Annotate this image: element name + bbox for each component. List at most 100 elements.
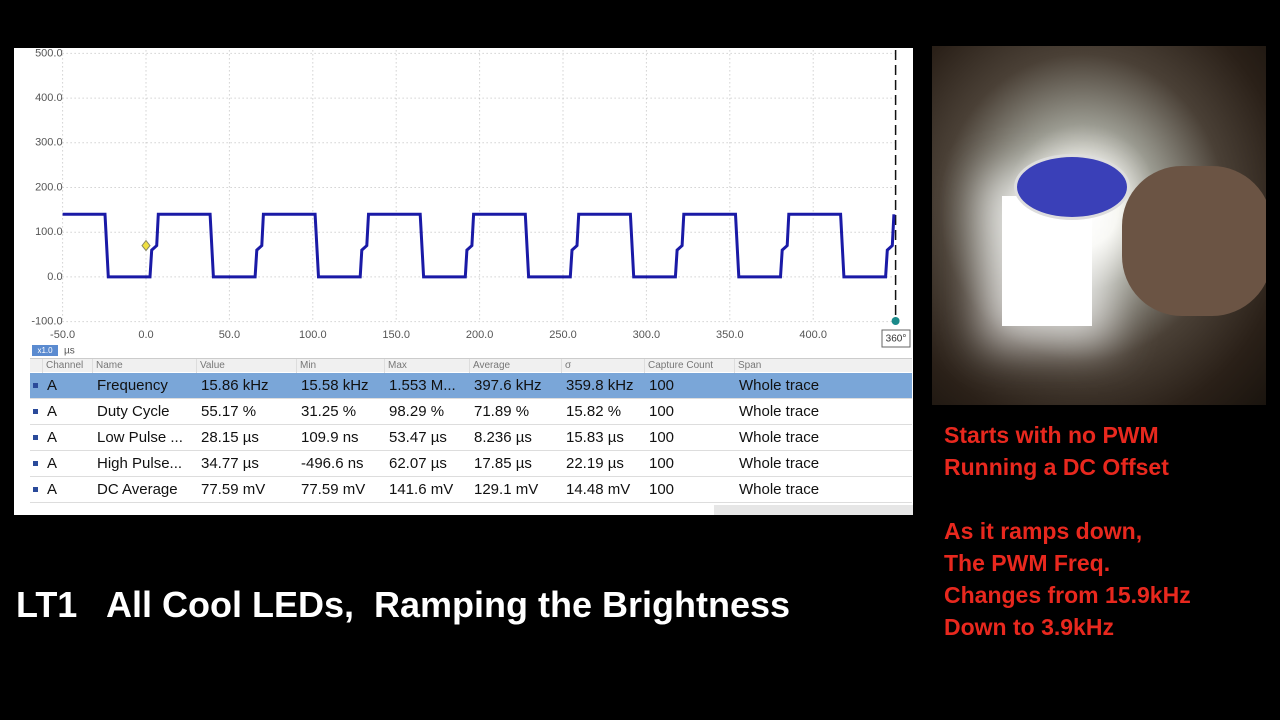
caption-title: LT1 All Cool LEDs, Ramping the Brightnes…	[16, 584, 791, 625]
table-cell: 31.25 %	[301, 403, 357, 420]
table-cell: DC Average	[97, 481, 178, 498]
x-tick-label: 150.0	[382, 329, 410, 341]
table-cell: 77.59 mV	[201, 481, 266, 498]
table-cell: 53.47 µs	[389, 429, 447, 446]
table-cell: 62.07 µs	[389, 455, 447, 472]
table-cell: 141.6 mV	[389, 481, 454, 498]
x-tick-label: 400.0	[799, 329, 827, 341]
column-header: Channel	[46, 360, 84, 371]
x-tick-label: 350.0	[716, 329, 744, 341]
table-cell: 28.15 µs	[201, 429, 259, 446]
column-header: Capture Count	[648, 360, 714, 371]
table-cell: -496.6 ns	[301, 455, 364, 472]
table-cell: Frequency	[97, 377, 168, 394]
x-tick-label: 200.0	[466, 329, 494, 341]
note-line: Down to 3.9kHz	[944, 614, 1114, 640]
column-header: Span	[738, 360, 762, 371]
column-header: Min	[300, 360, 317, 371]
video-photo	[932, 46, 1266, 405]
table-cell: 17.85 µs	[474, 455, 532, 472]
cursor-label-box	[881, 329, 911, 348]
table-cell: 15.86 kHz	[201, 377, 269, 394]
table-cell: 109.9 ns	[301, 429, 359, 446]
note-line: As it ramps down,	[944, 518, 1143, 544]
table-row	[30, 451, 912, 477]
table-cell: 15.58 kHz	[301, 377, 369, 394]
table-cell: 15.83 µs	[566, 429, 624, 446]
zoom-badge	[32, 345, 58, 356]
table-cell: High Pulse...	[97, 455, 183, 472]
table-cell: 100	[649, 403, 675, 420]
x-tick-label: 300.0	[633, 329, 661, 341]
table-cell: 14.48 mV	[566, 481, 631, 498]
zoom-label: x1.0	[37, 346, 53, 355]
status-strip	[714, 505, 913, 515]
table-cell: 55.17 %	[201, 403, 257, 420]
table-cell: 1.553 M...	[389, 377, 456, 394]
trigger-marker	[141, 239, 151, 252]
table-cell: A	[47, 481, 58, 498]
x-tick-label: 50.0	[219, 329, 240, 341]
y-tick-label: 400.0	[35, 92, 63, 104]
table-cell: 8.236 µs	[474, 429, 532, 446]
table-cell: 34.77 µs	[201, 455, 259, 472]
note-line: Starts with no PWM	[944, 422, 1159, 448]
table-cell: Whole trace	[739, 403, 820, 420]
table-row	[30, 373, 912, 399]
note-line: Running a DC Offset	[944, 454, 1169, 480]
table-cell: 129.1 mV	[474, 481, 539, 498]
row-marker	[33, 461, 38, 466]
table-cell: 397.6 kHz	[474, 377, 542, 394]
table-cell: Low Pulse ...	[97, 429, 183, 446]
table-cell: 15.82 %	[566, 403, 622, 420]
lens	[1014, 154, 1130, 220]
table-cell: A	[47, 377, 58, 394]
table-cell: Whole trace	[739, 429, 820, 446]
table-cell: A	[47, 403, 58, 420]
table-cell: 100	[649, 377, 675, 394]
row-marker	[33, 435, 38, 440]
note-line: The PWM Freq.	[944, 550, 1111, 576]
cursor-handle	[891, 317, 900, 325]
column-header: Max	[388, 360, 407, 371]
row-marker	[33, 487, 38, 492]
header-row	[30, 359, 912, 372]
y-tick-label: 200.0	[35, 181, 63, 193]
table-cell: 71.89 %	[474, 403, 530, 420]
column-header: Value	[200, 360, 225, 371]
cursor-label: 360°	[886, 334, 907, 345]
table-cell: Duty Cycle	[97, 403, 170, 420]
y-tick-label: 100.0	[35, 226, 63, 238]
row-marker	[33, 409, 38, 414]
table-cell: Whole trace	[739, 377, 820, 394]
column-header: Average	[473, 360, 511, 371]
row-marker	[33, 383, 38, 388]
y-tick-label: -100.0	[31, 316, 62, 328]
table-cell: 98.29 %	[389, 403, 445, 420]
waveform	[62, 212, 896, 279]
table-cell: 22.19 µs	[566, 455, 624, 472]
table-cell: 100	[649, 429, 675, 446]
table-cell: 77.59 mV	[301, 481, 366, 498]
table-row	[30, 477, 912, 503]
hand	[1122, 166, 1266, 316]
x-tick-label: -50.0	[50, 329, 75, 341]
y-tick-label: 0.0	[47, 271, 62, 283]
table-cell: Whole trace	[739, 481, 820, 498]
x-unit: µs	[64, 346, 75, 357]
x-tick-label: 250.0	[549, 329, 577, 341]
table-cell: A	[47, 455, 58, 472]
table-cell: 100	[649, 481, 675, 498]
column-header: Name	[96, 360, 123, 371]
table-row	[30, 399, 912, 425]
table-cell: Whole trace	[739, 455, 820, 472]
table-cell: A	[47, 429, 58, 446]
x-tick-label: 0.0	[138, 329, 153, 341]
y-tick-label: 500.0	[35, 47, 63, 59]
table-row	[30, 425, 912, 451]
column-header: σ	[565, 360, 572, 371]
x-tick-label: 100.0	[299, 329, 327, 341]
table-cell: 359.8 kHz	[566, 377, 634, 394]
